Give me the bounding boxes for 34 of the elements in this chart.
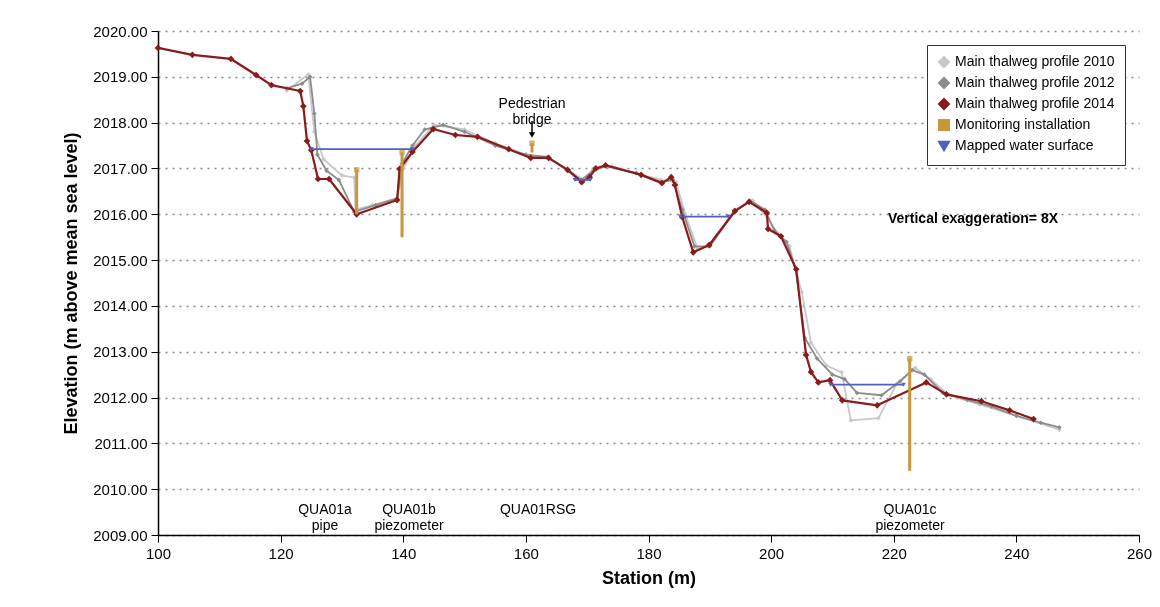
y-tick-label: 2018.00 <box>93 114 148 132</box>
x-tick-label: 240 <box>1004 544 1030 562</box>
y-tick-label: 2010.00 <box>93 480 148 498</box>
annotation: QUA01a pipe <box>298 501 353 533</box>
x-tick-label: 220 <box>881 544 907 562</box>
annotation: Pedestrian bridge <box>498 94 566 127</box>
y-tick-label: 2011.00 <box>94 434 148 452</box>
legend-label: Main thalweg profile 2014 <box>955 95 1115 111</box>
legend-label: Monitoring installation <box>955 116 1091 132</box>
x-tick-label: 180 <box>636 544 662 562</box>
x-tick-label: 120 <box>268 544 294 562</box>
annotation: QUA01b piezometer <box>374 501 444 533</box>
y-tick-label: 2012.00 <box>93 389 148 407</box>
x-tick-label: 100 <box>145 544 172 562</box>
y-tick-label: 2013.00 <box>93 343 148 361</box>
x-tick-label: 200 <box>759 544 785 562</box>
y-tick-label: 2019.00 <box>93 68 148 86</box>
annotation: QUA01c piezometer <box>875 501 945 533</box>
legend-label: Main thalweg profile 2010 <box>955 53 1115 69</box>
y-tick-label: 2009.00 <box>93 526 148 544</box>
annotation: Vertical exaggeration= 8X <box>888 210 1059 226</box>
x-axis-title: Station (m) <box>602 567 696 588</box>
y-tick-label: 2015.00 <box>93 251 148 269</box>
legend-label: Main thalweg profile 2012 <box>955 74 1115 90</box>
x-tick-label: 140 <box>391 544 417 562</box>
x-tick-label: 160 <box>513 544 539 562</box>
y-tick-label: 2020.00 <box>93 22 148 40</box>
y-tick-label: 2016.00 <box>93 205 148 223</box>
legend-label: Mapped water surface <box>955 137 1094 153</box>
y-tick-label: 2017.00 <box>93 159 148 177</box>
y-tick-label: 2014.00 <box>93 297 148 315</box>
x-tick-label: 260 <box>1126 544 1153 562</box>
y-axis-title: Elevation (m above mean sea level) <box>61 132 82 435</box>
annotation: QUA01RSG <box>499 501 577 517</box>
